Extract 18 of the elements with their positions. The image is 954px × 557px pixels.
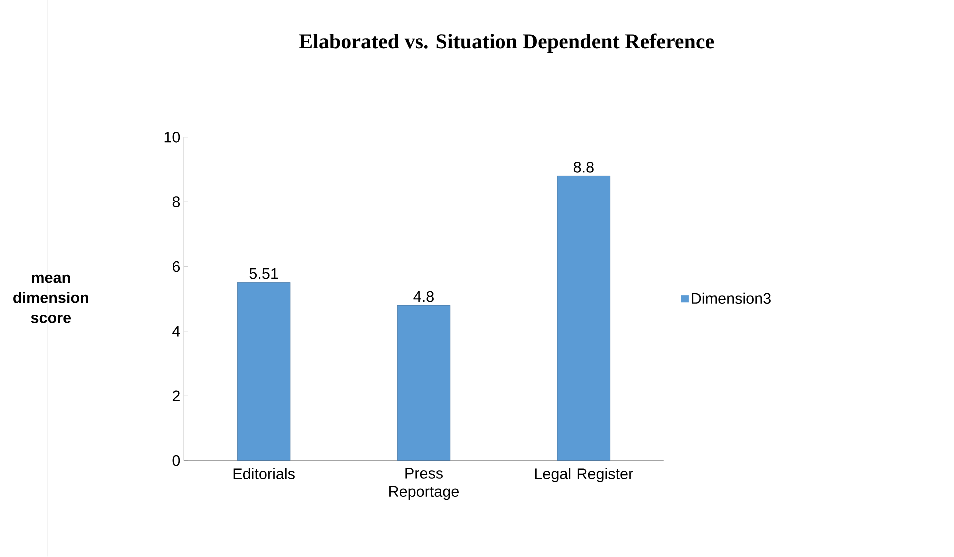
y-tick-label: 6 [172,261,180,272]
data-label: 8.8 [574,162,594,173]
x-tick-label: Legal Register [535,468,634,483]
data-label: 4.8 [414,291,434,302]
x-tick-label: Editorials [234,468,295,480]
bar [557,176,611,462]
bar [237,282,291,462]
bar [397,305,451,462]
data-label: 5.51 [250,268,278,280]
y-axis-title: mean dimension score [14,274,88,324]
y-tick-label: 0 [172,455,180,466]
y-tick-label: 10 [164,132,180,143]
y-tick-label: 2 [172,390,180,402]
legend-label: Dimension3 [692,292,771,304]
x-tick-label: Press Reportage [390,468,460,500]
chart-title: Elaborated vs. Situation Dependent Reference [299,34,714,54]
y-tick-label: 8 [172,196,180,208]
y-tick-label: 4 [172,326,180,337]
